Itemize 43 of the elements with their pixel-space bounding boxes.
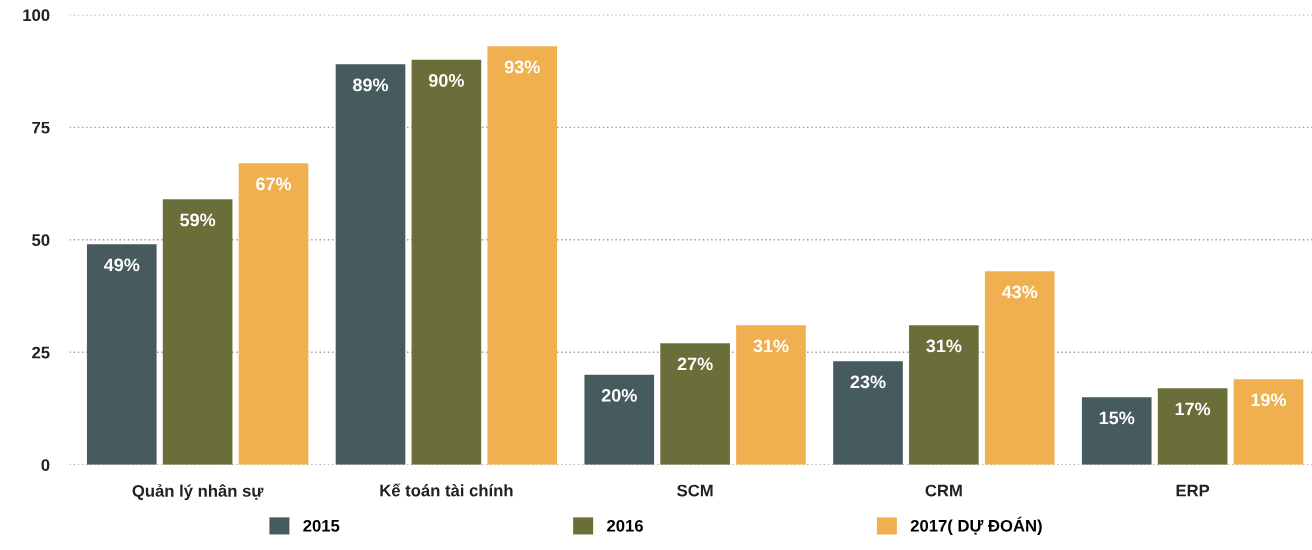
x-tick-label: Quản lý nhân sự (132, 484, 264, 501)
data-label: 89% (353, 78, 389, 92)
bar (162, 199, 233, 465)
data-label: 27% (677, 357, 713, 371)
y-tick-label: 25 (32, 346, 50, 359)
data-label: 90% (428, 74, 464, 87)
data-label: 49% (103, 258, 140, 272)
bar (411, 59, 482, 465)
bar (1081, 397, 1152, 465)
bar (238, 163, 309, 465)
y-tick-label: 0 (41, 459, 50, 471)
data-label: 15% (1099, 411, 1135, 425)
x-tick-label: ERP (1176, 484, 1210, 497)
data-label: 67% (256, 177, 292, 191)
x-tick-label: Kế toán tài chính (380, 483, 513, 497)
legend-label: 2016 (607, 519, 643, 532)
data-label: 20% (601, 388, 637, 402)
x-tick-label: SCM (677, 484, 713, 497)
y-tick-label: 75 (32, 121, 50, 134)
bar (335, 64, 406, 465)
data-label: 59% (180, 213, 216, 227)
bar (86, 244, 157, 465)
data-label: 31% (926, 339, 962, 353)
y-tick-label: 100 (23, 9, 50, 22)
data-label: 43% (1001, 285, 1038, 299)
bar (1157, 388, 1228, 465)
bar (909, 325, 979, 465)
bar (1233, 379, 1304, 465)
data-label: 23% (850, 375, 886, 389)
bar (984, 271, 1055, 465)
bar (487, 46, 558, 465)
legend-label: 2017( DỰ ĐOÁN) (910, 516, 1042, 535)
data-label: 17% (1175, 402, 1211, 416)
x-tick-label: CRM (925, 484, 962, 497)
data-label: 93% (504, 60, 540, 74)
bar (736, 325, 806, 465)
legend-label: 2015 (303, 519, 340, 532)
bar (584, 374, 655, 465)
data-label: 19% (1251, 393, 1287, 407)
bar (833, 361, 903, 465)
bar (660, 343, 730, 465)
y-tick-label: 50 (32, 234, 50, 246)
data-label: 31% (753, 339, 789, 353)
